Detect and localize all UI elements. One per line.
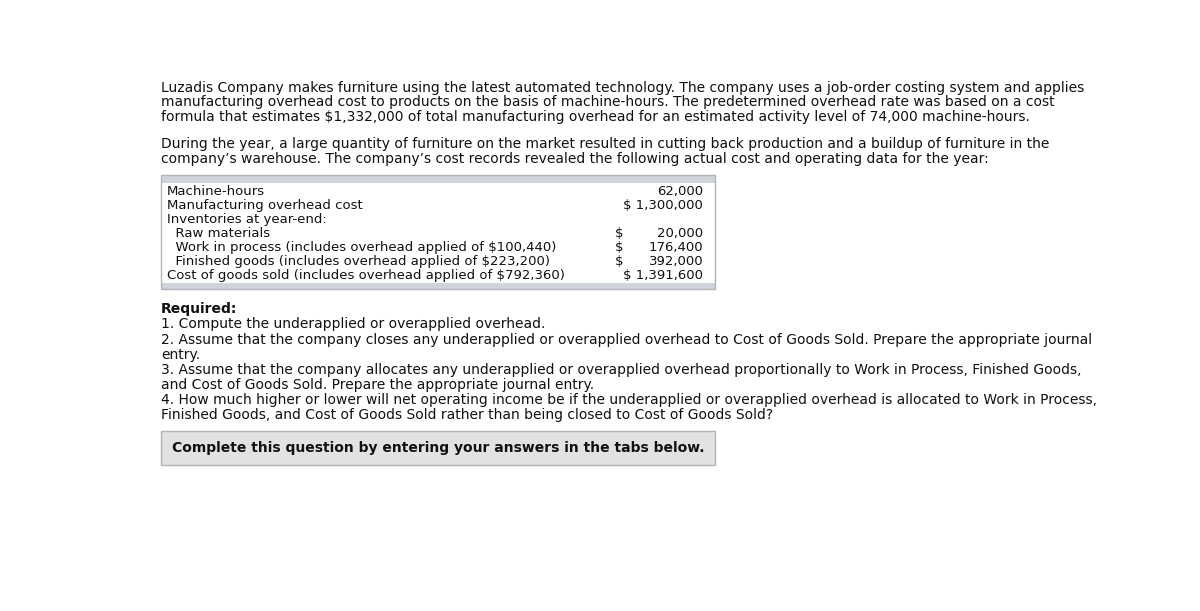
Text: Finished goods (includes overhead applied of $223,200): Finished goods (includes overhead applie… bbox=[167, 255, 550, 268]
Bar bbox=[161, 175, 715, 290]
Text: Machine-hours: Machine-hours bbox=[167, 186, 265, 199]
Text: 62,000: 62,000 bbox=[658, 186, 703, 199]
Text: company’s warehouse. The company’s cost records revealed the following actual co: company’s warehouse. The company’s cost … bbox=[161, 152, 989, 166]
Text: and Cost of Goods Sold. Prepare the appropriate journal entry.: and Cost of Goods Sold. Prepare the appr… bbox=[161, 378, 594, 392]
Text: entry.: entry. bbox=[161, 348, 200, 362]
Bar bbox=[161, 284, 715, 290]
Text: 392,000: 392,000 bbox=[649, 255, 703, 268]
Text: 20,000: 20,000 bbox=[658, 227, 703, 240]
Text: 176,400: 176,400 bbox=[649, 241, 703, 254]
Text: Finished Goods, and Cost of Goods Sold rather than being closed to Cost of Goods: Finished Goods, and Cost of Goods Sold r… bbox=[161, 408, 773, 422]
Text: 1. Compute the underapplied or overapplied overhead.: 1. Compute the underapplied or overappli… bbox=[161, 317, 545, 331]
Text: Cost of goods sold (includes overhead applied of $792,360): Cost of goods sold (includes overhead ap… bbox=[167, 269, 565, 282]
Text: Luzadis Company makes furniture using the latest automated technology. The compa: Luzadis Company makes furniture using th… bbox=[161, 81, 1084, 95]
Bar bbox=[161, 175, 715, 183]
Text: Inventories at year-end:: Inventories at year-end: bbox=[167, 213, 326, 226]
Text: Required:: Required: bbox=[161, 302, 238, 316]
Text: Raw materials: Raw materials bbox=[167, 227, 270, 240]
Text: During the year, a large quantity of furniture on the market resulted in cutting: During the year, a large quantity of fur… bbox=[161, 137, 1049, 152]
Text: manufacturing overhead cost to products on the basis of machine-hours. The prede: manufacturing overhead cost to products … bbox=[161, 95, 1055, 109]
Bar bbox=[161, 183, 715, 284]
Text: $: $ bbox=[616, 227, 624, 240]
Text: $ 1,391,600: $ 1,391,600 bbox=[623, 269, 703, 282]
Text: 3. Assume that the company allocates any underapplied or overapplied overhead pr: 3. Assume that the company allocates any… bbox=[161, 363, 1081, 377]
Text: $: $ bbox=[616, 241, 624, 254]
Text: 2. Assume that the company closes any underapplied or overapplied overhead to Co: 2. Assume that the company closes any un… bbox=[161, 333, 1092, 347]
Text: Manufacturing overhead cost: Manufacturing overhead cost bbox=[167, 199, 362, 212]
Text: Work in process (includes overhead applied of $100,440): Work in process (includes overhead appli… bbox=[167, 241, 557, 254]
Text: $: $ bbox=[616, 255, 624, 268]
Bar bbox=[161, 431, 715, 465]
Text: Complete this question by entering your answers in the tabs below.: Complete this question by entering your … bbox=[172, 441, 704, 455]
Text: $ 1,300,000: $ 1,300,000 bbox=[624, 199, 703, 212]
Text: 4. How much higher or lower will net operating income be if the underapplied or : 4. How much higher or lower will net ope… bbox=[161, 393, 1097, 408]
Text: formula that estimates $1,332,000 of total manufacturing overhead for an estimat: formula that estimates $1,332,000 of tot… bbox=[161, 110, 1030, 124]
